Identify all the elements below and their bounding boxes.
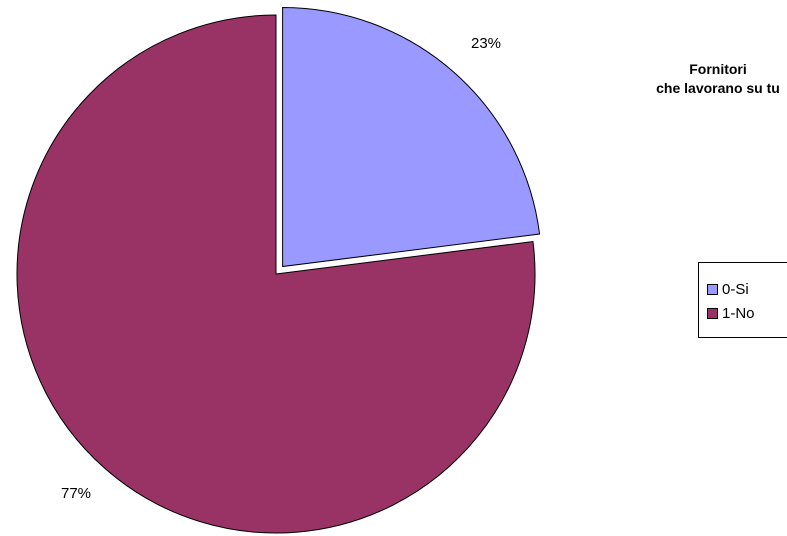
- legend-swatch-si: [707, 283, 718, 295]
- pie-slice-0-si: [282, 6, 541, 268]
- pie-slice-1-no: [16, 14, 536, 534]
- chart-title-line-2: che lavorano su tu: [656, 80, 780, 96]
- legend-label-si: 0-Si: [722, 280, 749, 298]
- legend-label-no: 1-No: [722, 304, 755, 322]
- legend-item-si: 0-Si: [707, 277, 787, 301]
- data-label-1-no: 77%: [61, 485, 91, 502]
- chart-title: Fornitori che lavorano su tu: [598, 60, 787, 98]
- chart-legend: 0-Si 1-No: [698, 262, 787, 338]
- data-label-0-si: 23%: [471, 35, 501, 52]
- legend-swatch-no: [707, 307, 718, 319]
- chart-title-line-1: Fornitori: [689, 61, 747, 77]
- legend-item-no: 1-No: [707, 301, 787, 325]
